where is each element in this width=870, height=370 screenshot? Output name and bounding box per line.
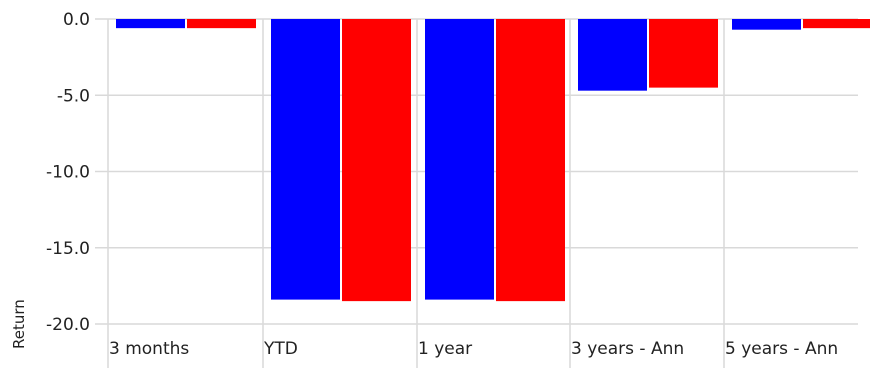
x-tick-label: YTD	[263, 339, 298, 359]
y-axis-title: Return	[10, 299, 28, 349]
bar-series-1-3-months	[116, 19, 185, 29]
bar-series-1-3-years-ann	[578, 19, 647, 91]
y-tick-label: -5.0	[57, 86, 90, 106]
bar-series-1-ytd	[271, 19, 340, 300]
y-tick-label: 0.0	[63, 10, 90, 30]
y-tick-label: -20.0	[46, 315, 90, 335]
y-tick-labels: 0.0 -5.0 -10.0 -15.0 -20.0	[46, 10, 90, 335]
x-tick-label: 3 months	[109, 339, 189, 359]
bar-series-1-5-years-ann	[732, 19, 801, 30]
bar-series-2-3-years-ann	[649, 19, 718, 88]
bar-series-1-1-year	[425, 19, 494, 300]
bars	[116, 19, 870, 302]
bar-series-2-ytd	[342, 19, 411, 302]
y-tick-label: -15.0	[46, 239, 90, 259]
y-tick-label: -10.0	[46, 163, 90, 183]
x-tick-label: 5 years - Ann	[725, 339, 838, 359]
x-tick-labels: 3 months YTD 1 year 3 years - Ann 5 years - …	[109, 339, 838, 359]
x-tick-label: 1 year	[418, 339, 472, 359]
x-tick-label: 3 years - Ann	[571, 339, 684, 359]
bar-series-2-5-years-ann	[803, 19, 870, 29]
bar-series-2-3-months	[187, 19, 256, 29]
bar-series-2-1-year	[496, 19, 565, 302]
